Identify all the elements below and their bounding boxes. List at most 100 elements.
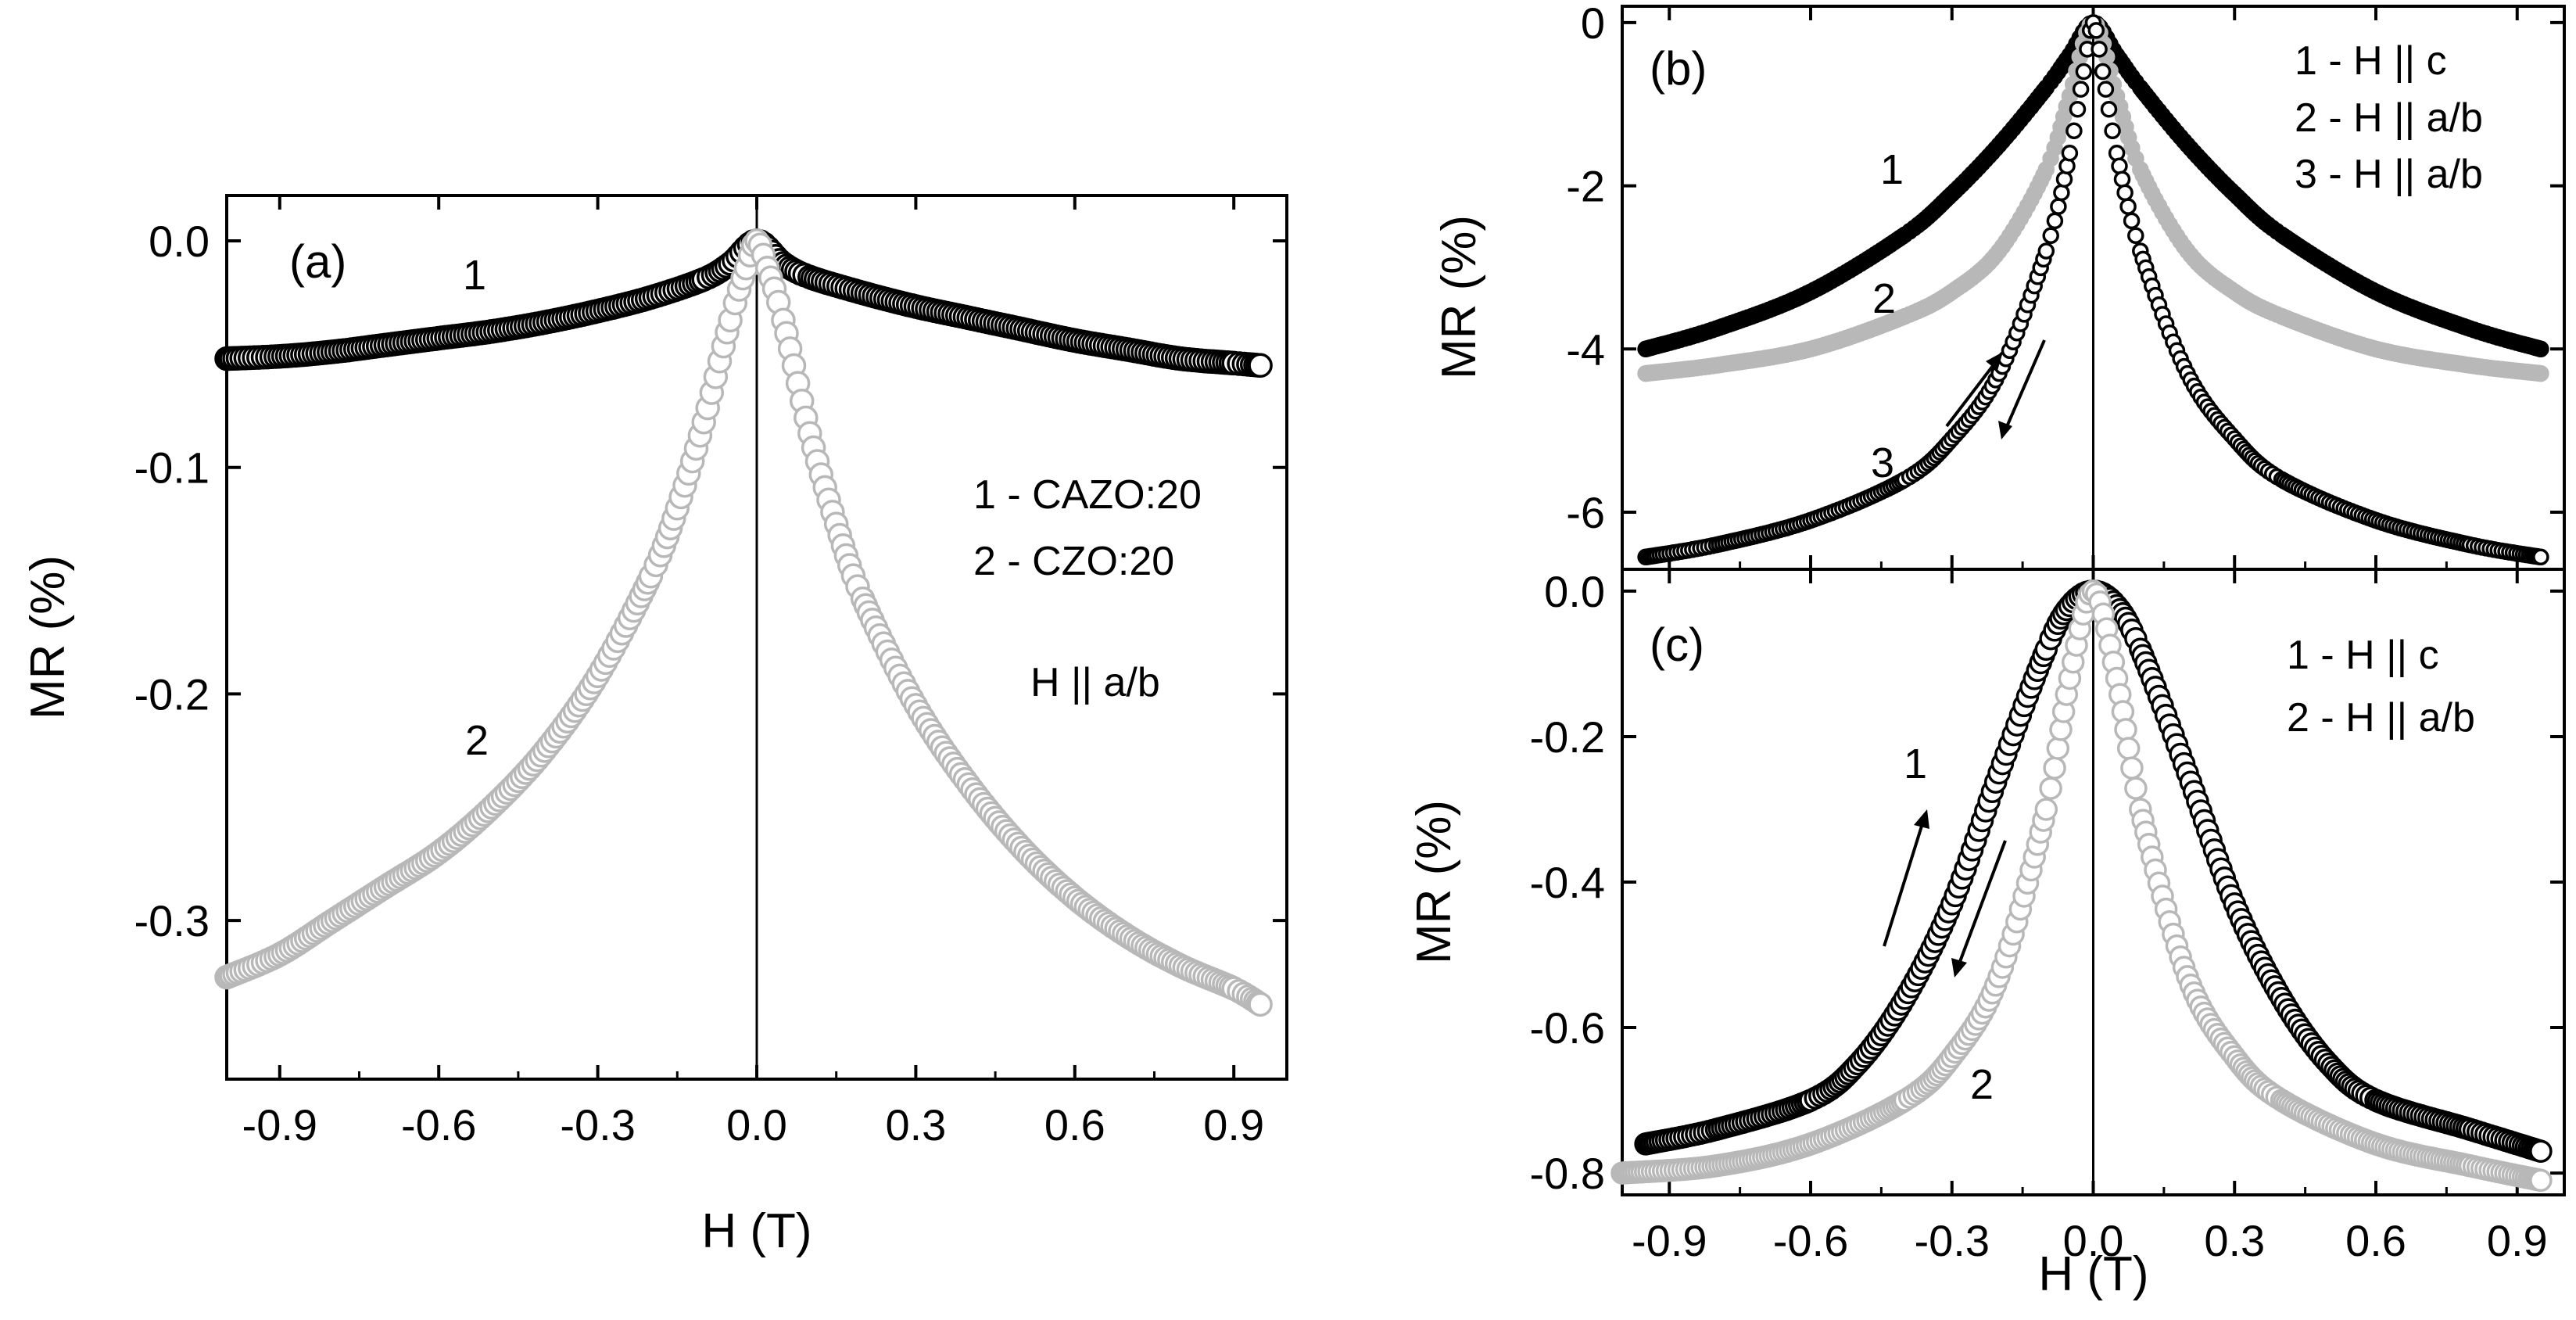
data-point bbox=[1248, 353, 1273, 378]
panel-c-series bbox=[1610, 579, 2553, 1193]
data-point bbox=[2046, 737, 2070, 760]
data-point bbox=[2532, 364, 2549, 382]
panel-b-label: (b) bbox=[1650, 42, 1707, 95]
x-tick-label: -0.9 bbox=[242, 1100, 318, 1150]
data-point bbox=[2114, 718, 2137, 741]
data-point bbox=[2532, 340, 2549, 358]
x-tick-label: -0.6 bbox=[401, 1100, 477, 1150]
panel-b: 0 -2 -4 -6 (b) 1 2 3 1 - H || c 2 - H || a/… bbox=[1432, 0, 2566, 571]
panel-c-xlabel: H (T) bbox=[2038, 1247, 2148, 1301]
panel-a-ylabel: MR (%) bbox=[21, 555, 75, 719]
data-point bbox=[2039, 777, 2062, 800]
panel-b-legend-1: 1 - H || c bbox=[2295, 38, 2447, 84]
data-point bbox=[2120, 756, 2144, 780]
panel-a-legend-3: H || a/b bbox=[1030, 660, 1160, 705]
panel-b-ylabel: MR (%) bbox=[1432, 215, 1486, 379]
panel-b-curve-label-3: 3 bbox=[1871, 439, 1894, 486]
data-point bbox=[2529, 1139, 2553, 1163]
panel-a-x-axis: -0.9 -0.6 -0.3 0.0 0.3 0.6 0.9 bbox=[242, 195, 1264, 1150]
y-tick-label: -6 bbox=[1566, 488, 1605, 537]
y-tick-label: -2 bbox=[1566, 162, 1605, 211]
panel-a-curve-label-2: 2 bbox=[465, 717, 489, 764]
y-tick-label: -0.2 bbox=[134, 669, 210, 719]
x-tick-label: -0.3 bbox=[1915, 1216, 1990, 1265]
y-tick-label: -0.3 bbox=[134, 896, 210, 945]
panel-c-curve-label-1: 1 bbox=[1904, 741, 1927, 787]
data-point bbox=[2069, 100, 2087, 118]
data-point bbox=[2111, 157, 2128, 175]
data-point bbox=[2124, 777, 2148, 800]
y-tick-label: -0.2 bbox=[1530, 712, 1606, 762]
y-tick-label: -0.6 bbox=[1530, 1003, 1606, 1053]
y-tick-label: -0.4 bbox=[1530, 858, 1606, 907]
y-tick-label: -0.1 bbox=[134, 443, 210, 493]
series-1 bbox=[1634, 579, 2553, 1163]
data-point bbox=[2087, 22, 2105, 39]
data-point bbox=[2116, 184, 2134, 202]
series-3 bbox=[1637, 14, 2549, 566]
data-point bbox=[2091, 41, 2108, 58]
panel-c-legend-2: 2 - H || a/b bbox=[2287, 695, 2475, 741]
x-tick-label: 0.9 bbox=[2487, 1216, 2548, 1265]
data-point bbox=[2053, 184, 2070, 202]
y-tick-label: 0 bbox=[1581, 0, 1605, 48]
data-point bbox=[2042, 227, 2059, 245]
data-point bbox=[2055, 170, 2073, 188]
panel-c-arrow-down bbox=[1951, 840, 2007, 977]
panel-b-curve-label-2: 2 bbox=[1872, 275, 1896, 322]
x-tick-label: -0.3 bbox=[560, 1100, 636, 1150]
data-point bbox=[2532, 548, 2549, 566]
panel-c-arrow-up bbox=[1883, 809, 1929, 947]
panel-a-curve-label-1: 1 bbox=[463, 252, 486, 299]
data-point bbox=[2046, 212, 2064, 230]
panel-a-y-axis: 0.0 -0.1 -0.2 -0.3 bbox=[134, 195, 1287, 1079]
x-tick-label: 0.9 bbox=[1203, 1100, 1264, 1150]
y-tick-label: -0.8 bbox=[1530, 1149, 1606, 1198]
x-tick-label: -0.6 bbox=[1773, 1216, 1849, 1265]
panel-c-label: (c) bbox=[1650, 619, 1704, 671]
series-2 bbox=[1610, 579, 2553, 1193]
data-point bbox=[2094, 63, 2112, 81]
panel-b-legend-2: 2 - H || a/b bbox=[2295, 95, 2483, 141]
data-point bbox=[2061, 145, 2079, 162]
y-tick-label: 0.0 bbox=[149, 217, 210, 266]
data-point bbox=[2075, 63, 2093, 81]
panel-a-label: (a) bbox=[289, 235, 346, 288]
data-point bbox=[2097, 81, 2115, 98]
data-point bbox=[2100, 100, 2118, 118]
panel-c-legend-1: 1 - H || c bbox=[2287, 633, 2439, 678]
data-point bbox=[2123, 212, 2141, 230]
panel-c-y-axis: 0.0 -0.2 -0.4 -0.6 -0.8 bbox=[1530, 567, 2564, 1198]
series-2 bbox=[1637, 14, 2549, 382]
panel-b-arrow-down bbox=[1998, 339, 2046, 439]
x-tick-label: 0.3 bbox=[885, 1100, 946, 1150]
series-2 bbox=[214, 228, 1273, 1017]
series-1 bbox=[214, 228, 1273, 378]
panel-b-curve-label-1: 1 bbox=[1880, 146, 1904, 193]
panel-b-y-axis: 0 -2 -4 -6 bbox=[1566, 0, 2564, 569]
x-tick-label: 0.0 bbox=[2063, 1216, 2124, 1265]
panel-b-arrow-up bbox=[1945, 352, 2003, 428]
panel-a-series bbox=[214, 228, 1273, 1017]
data-point bbox=[2127, 227, 2144, 245]
panel-c: -0.9 -0.6 -0.3 0.0 0.3 0.6 0.9 0.0 -0.2 -0.4 -0.6… bbox=[1407, 567, 2566, 1301]
panel-a: -0.9 -0.6 -0.3 0.0 0.3 0.6 0.9 0.0 -0.1 -0.2 -0.3… bbox=[21, 194, 1288, 1258]
y-tick-label: 0.0 bbox=[1544, 567, 1605, 616]
panel-c-x-axis: -0.9 -0.6 -0.3 0.0 0.3 0.6 0.9 bbox=[1632, 569, 2548, 1265]
data-point bbox=[2119, 198, 2137, 215]
data-point bbox=[2065, 122, 2083, 140]
panel-b-series bbox=[1637, 14, 2549, 566]
x-tick-label: 0.0 bbox=[726, 1100, 787, 1150]
x-tick-label: -0.9 bbox=[1632, 1216, 1707, 1265]
panel-a-legend-2: 2 - CZO:20 bbox=[973, 539, 1174, 584]
data-point bbox=[2104, 122, 2121, 140]
data-point bbox=[2072, 81, 2090, 98]
x-tick-label: 0.3 bbox=[2204, 1216, 2265, 1265]
panel-a-xlabel: H (T) bbox=[701, 1204, 811, 1258]
panel-c-ylabel: MR (%) bbox=[1407, 800, 1461, 964]
x-tick-label: 0.6 bbox=[1044, 1100, 1105, 1150]
data-point bbox=[2116, 737, 2141, 760]
data-point bbox=[2529, 1168, 2553, 1193]
panel-a-legend-1: 1 - CAZO:20 bbox=[973, 472, 1202, 518]
